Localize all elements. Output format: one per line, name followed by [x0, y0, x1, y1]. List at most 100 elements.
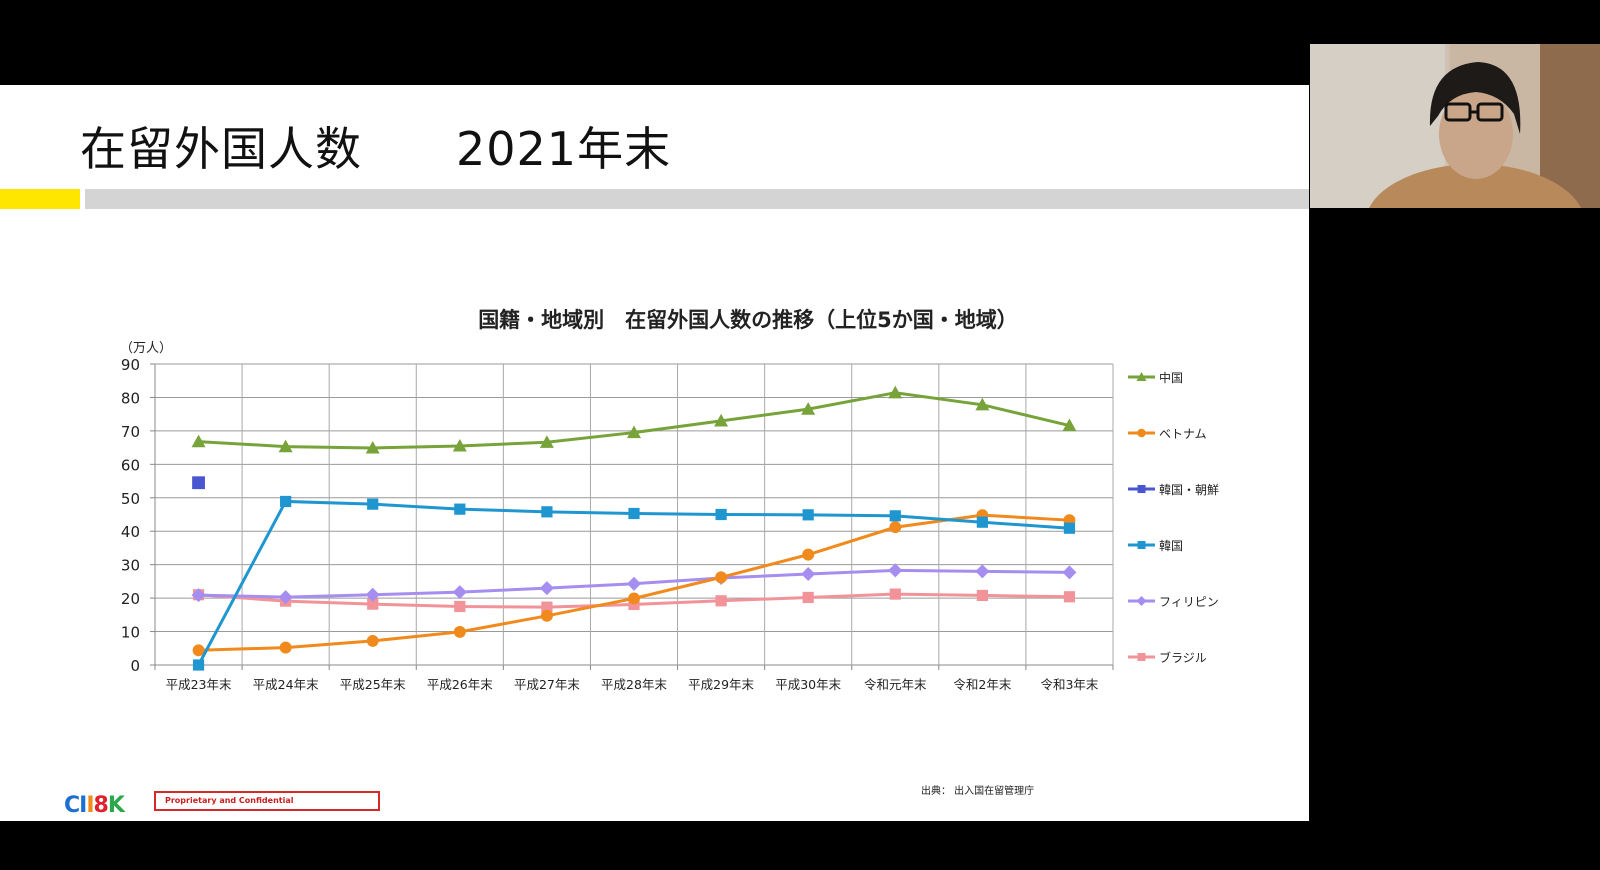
- data-point: [540, 609, 553, 622]
- data-point: [802, 509, 814, 521]
- confidential-label: Proprietary and Confidential: [154, 791, 380, 811]
- x-tick-label: 平成27年末: [514, 677, 580, 692]
- data-point: [452, 585, 467, 600]
- logo-letter: C: [64, 793, 80, 818]
- data-point: [1062, 418, 1077, 432]
- data-point: [452, 438, 467, 452]
- data-point: [976, 589, 988, 602]
- x-tick-label: 平成30年末: [775, 677, 841, 692]
- data-point: [715, 595, 727, 607]
- title-divider-bar: [85, 189, 1309, 209]
- y-tick-label: 60: [121, 456, 140, 474]
- y-tick-label: 70: [121, 423, 140, 441]
- y-tick-label: 30: [121, 557, 140, 575]
- data-point: [975, 564, 990, 579]
- legend-item: 韓国・朝鮮: [1128, 483, 1219, 497]
- data-point: [715, 508, 727, 521]
- y-tick-label: 90: [121, 356, 140, 374]
- title-accent-bar: [0, 189, 80, 209]
- presenter-video-feed: [1310, 44, 1600, 208]
- data-point: [802, 548, 815, 561]
- x-tick-label: 平成25年末: [340, 677, 406, 692]
- legend-marker: [1137, 485, 1146, 493]
- legend-label: ブラジル: [1159, 650, 1207, 665]
- legend-label: 韓国: [1159, 539, 1183, 553]
- x-tick-label: 平成23年末: [166, 677, 232, 692]
- chart-title: 国籍・地域別 在留外国人数の推移（上位5か国・地域）: [478, 308, 1018, 332]
- y-axis-unit-label: （万人）: [120, 341, 172, 356]
- data-point: [192, 659, 205, 671]
- series-2: [192, 476, 205, 490]
- data-point: [541, 506, 553, 518]
- x-tick-label: 平成28年末: [601, 677, 667, 692]
- data-point: [628, 507, 640, 520]
- legend-marker: [1136, 372, 1147, 381]
- data-point: [278, 590, 293, 605]
- data-point: [367, 498, 379, 510]
- data-point: [539, 435, 554, 448]
- data-point: [191, 588, 206, 603]
- data-point: [366, 634, 379, 647]
- x-tick-label: 令和3年末: [1040, 677, 1098, 692]
- legend-item: ベトナム: [1128, 427, 1207, 441]
- logo-letter: I: [79, 793, 87, 818]
- data-point: [541, 601, 553, 613]
- data-point: [802, 591, 814, 604]
- y-tick-label: 10: [121, 624, 140, 642]
- legend-marker: [1137, 428, 1146, 438]
- data-point: [889, 521, 902, 534]
- data-point: [278, 439, 293, 453]
- series-0: [191, 385, 1077, 454]
- slide: 在留外国人数 2021年末 国籍・地域別 在留外国人数の推移（上位5か国・地域）…: [0, 85, 1309, 821]
- x-tick-label: 平成29年末: [688, 677, 754, 692]
- data-point: [714, 413, 729, 427]
- legend-label: 韓国・朝鮮: [1159, 483, 1219, 497]
- y-tick-label: 80: [121, 389, 140, 407]
- data-point: [365, 587, 380, 602]
- data-point: [1062, 565, 1077, 580]
- data-point: [888, 563, 903, 578]
- data-point: [627, 576, 641, 591]
- data-point: [628, 592, 640, 605]
- y-tick-label: 0: [130, 657, 140, 675]
- logo-letter: 8: [93, 793, 109, 818]
- x-tick-label: 平成26年末: [427, 677, 493, 692]
- data-point: [454, 600, 466, 613]
- data-point: [801, 402, 816, 415]
- legend-label: ベトナム: [1159, 427, 1207, 441]
- data-point: [889, 510, 901, 522]
- legend-item: ブラジル: [1128, 650, 1207, 665]
- x-tick-label: 令和元年末: [864, 677, 927, 692]
- data-point: [539, 581, 554, 596]
- data-point: [976, 516, 988, 528]
- legend-item: 中国: [1128, 370, 1183, 385]
- data-point: [888, 385, 903, 399]
- y-tick-label: 20: [121, 590, 140, 608]
- legend-marker: [1137, 653, 1146, 661]
- logo-letter: K: [107, 793, 125, 818]
- y-tick-label: 40: [121, 523, 140, 541]
- data-point: [975, 397, 990, 411]
- data-point: [1063, 522, 1076, 534]
- legend-label: フィリピン: [1159, 595, 1219, 609]
- data-point: [192, 644, 205, 657]
- legend-marker: [1136, 596, 1147, 606]
- legend-label: 中国: [1159, 370, 1183, 385]
- legend-item: 韓国: [1128, 539, 1183, 553]
- data-point: [367, 598, 379, 610]
- line-chart: 国籍・地域別 在留外国人数の推移（上位5か国・地域） （万人） 0 10 20 30 4…: [120, 308, 1219, 692]
- data-point: [192, 476, 205, 490]
- data-point: [715, 571, 728, 584]
- data-point: [279, 641, 292, 654]
- data-point: [453, 625, 466, 638]
- data-point: [801, 567, 816, 582]
- data-point: [627, 425, 641, 439]
- legend-marker: [1137, 541, 1146, 549]
- data-point: [1063, 591, 1076, 603]
- company-logo: CII8K: [64, 793, 125, 818]
- data-point: [191, 434, 206, 448]
- data-point: [889, 588, 901, 600]
- x-tick-label: 平成24年末: [253, 677, 319, 692]
- logo-letter: I: [86, 793, 94, 818]
- webcam-video: [1310, 44, 1600, 208]
